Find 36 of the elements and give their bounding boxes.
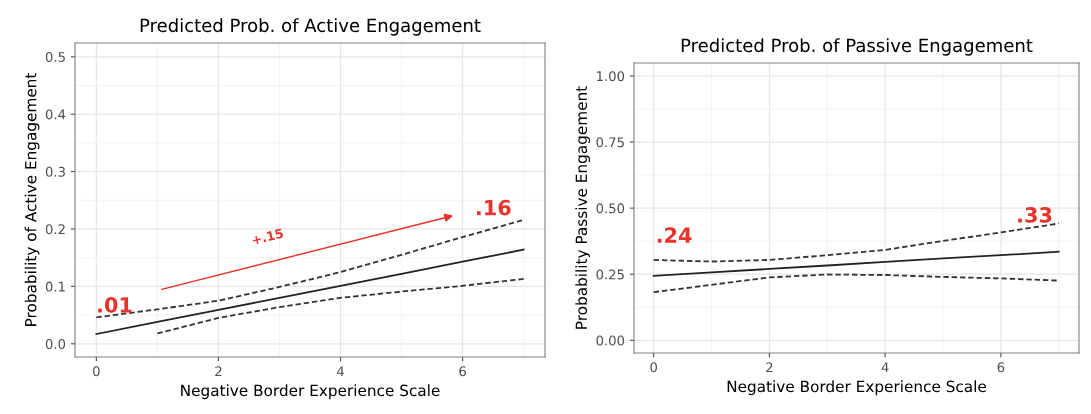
line-series [95, 218, 525, 319]
line-series [156, 278, 525, 335]
y-tick-label: 0.00 [596, 335, 625, 346]
annotation: .33 [1018, 206, 1052, 223]
x-tick-label: 4 [336, 366, 344, 377]
y-tick-label: 0.1 [45, 281, 65, 292]
x-tick-label: 6 [997, 362, 1005, 373]
chart-title: Predicted Prob. of Active Engagement [140, 18, 481, 36]
annotation: .24 [657, 227, 692, 243]
x-tick-label: 4 [881, 362, 889, 373]
y-tick-label: 0.4 [45, 109, 66, 120]
line-series [652, 222, 1060, 263]
chart-title: Predicted Prob. of Passive Engagement [681, 38, 1033, 56]
y-axis-title: Probability Passive Engagement [575, 86, 591, 329]
y-tick-label: 0.5 [45, 52, 65, 62]
line-series [95, 248, 525, 335]
x-axis-title: Negative Border Experience Scale [727, 380, 987, 396]
y-tick-label: 0.25 [596, 269, 624, 280]
y-tick-label: 0.75 [596, 137, 624, 148]
x-tick-label: 6 [459, 366, 466, 377]
x-tick-label: 2 [766, 362, 773, 373]
x-tick-label: 0 [93, 366, 100, 377]
annotation: .16 [476, 199, 511, 216]
y-tick-label: 0.0 [45, 339, 66, 349]
y-tick-label: 0.3 [45, 166, 65, 177]
x-tick-label: 2 [215, 366, 222, 377]
y-tick-label: 1.00 [597, 71, 625, 82]
y-axis-title: Probability of Active Engagement [24, 72, 40, 326]
y-tick-label: 0.50 [596, 203, 625, 214]
x-tick-label: 0 [650, 362, 657, 373]
annotation: +.15 [251, 228, 284, 245]
line-series [652, 273, 1060, 294]
line-series [652, 250, 1060, 277]
annotation: .01 [98, 297, 132, 313]
x-axis-title: Negative Border Experience Scale [181, 384, 440, 400]
y-tick-label: 0.2 [45, 224, 65, 235]
